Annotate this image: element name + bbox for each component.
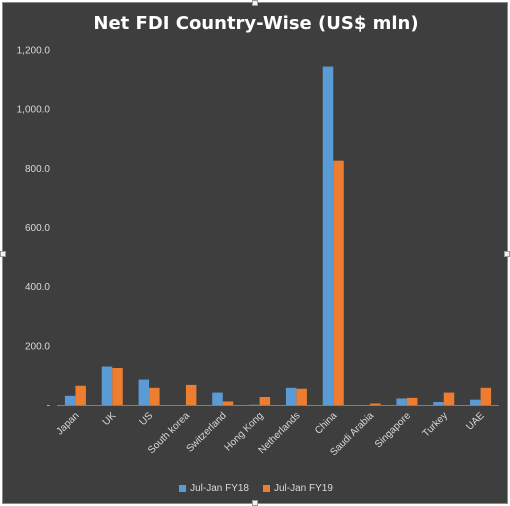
y-tick-label: - — [47, 401, 50, 412]
bar-fy19 — [406, 397, 418, 405]
bar-fy19 — [443, 392, 455, 405]
x-tick-label: China — [313, 410, 340, 437]
bar-fy18 — [101, 366, 113, 405]
legend-swatch-fy18 — [179, 485, 187, 492]
y-tick-label: 600.0 — [25, 223, 50, 234]
bar-fy19 — [149, 387, 160, 405]
bar-fy19 — [296, 388, 307, 405]
y-tick-label: 400.0 — [25, 282, 50, 293]
bar-fy18 — [64, 395, 76, 405]
bar-fy19 — [259, 397, 271, 405]
chart-title: Net FDI Country-Wise (US$ mln) — [93, 13, 419, 34]
y-tick-label: 200.0 — [25, 341, 50, 352]
resize-handle-left[interactable] — [0, 251, 6, 257]
legend-label-fy18: Jul-Jan FY18 — [190, 483, 249, 494]
bar-fy18 — [433, 402, 444, 405]
resize-handle-top[interactable] — [252, 0, 258, 6]
bar-fy19 — [112, 368, 123, 405]
resize-handle-right[interactable] — [504, 251, 510, 257]
x-tick-label: UAE — [464, 410, 487, 433]
resize-handle-bottom[interactable] — [252, 500, 258, 506]
bar-fy18 — [138, 379, 150, 405]
y-tick-label: 800.0 — [25, 164, 50, 175]
x-tick-label: US — [138, 410, 156, 428]
bar-fy18 — [285, 387, 297, 405]
bar-fy19 — [222, 401, 234, 405]
y-tick-label: 1,200.0 — [17, 46, 51, 57]
legend-swatch-fy19 — [263, 485, 270, 492]
bar-fy19 — [185, 384, 197, 405]
bar-fy19 — [333, 160, 344, 405]
x-tick-label: Singapore — [373, 410, 413, 450]
legend-item-fy19: Jul-Jan FY19 — [263, 483, 333, 494]
legend-item-fy18: Jul-Jan FY18 — [179, 483, 249, 494]
x-tick-label: Japan — [54, 410, 81, 437]
bar-fy19 — [75, 385, 86, 405]
chart-legend: Jul-Jan FY18 Jul-Jan FY19 — [3, 483, 509, 494]
x-tick-label: UK — [101, 410, 119, 428]
x-tick-label: Switzerland — [185, 410, 229, 454]
bar-fy18 — [396, 398, 407, 405]
bar-fy19 — [370, 403, 381, 405]
bar-fy18 — [322, 66, 334, 406]
bar-fy18 — [470, 399, 481, 405]
bar-fy19 — [480, 387, 492, 405]
x-tick-label: Turkey — [421, 410, 450, 439]
y-tick-label: 1,000.0 — [17, 105, 51, 116]
bar-fy18 — [212, 392, 223, 405]
chart-plot: - 200.0 400.0 600.0 800.0 1,000.0 1,200.0 Japan… — [17, 46, 499, 458]
legend-label-fy19: Jul-Jan FY19 — [274, 483, 333, 494]
